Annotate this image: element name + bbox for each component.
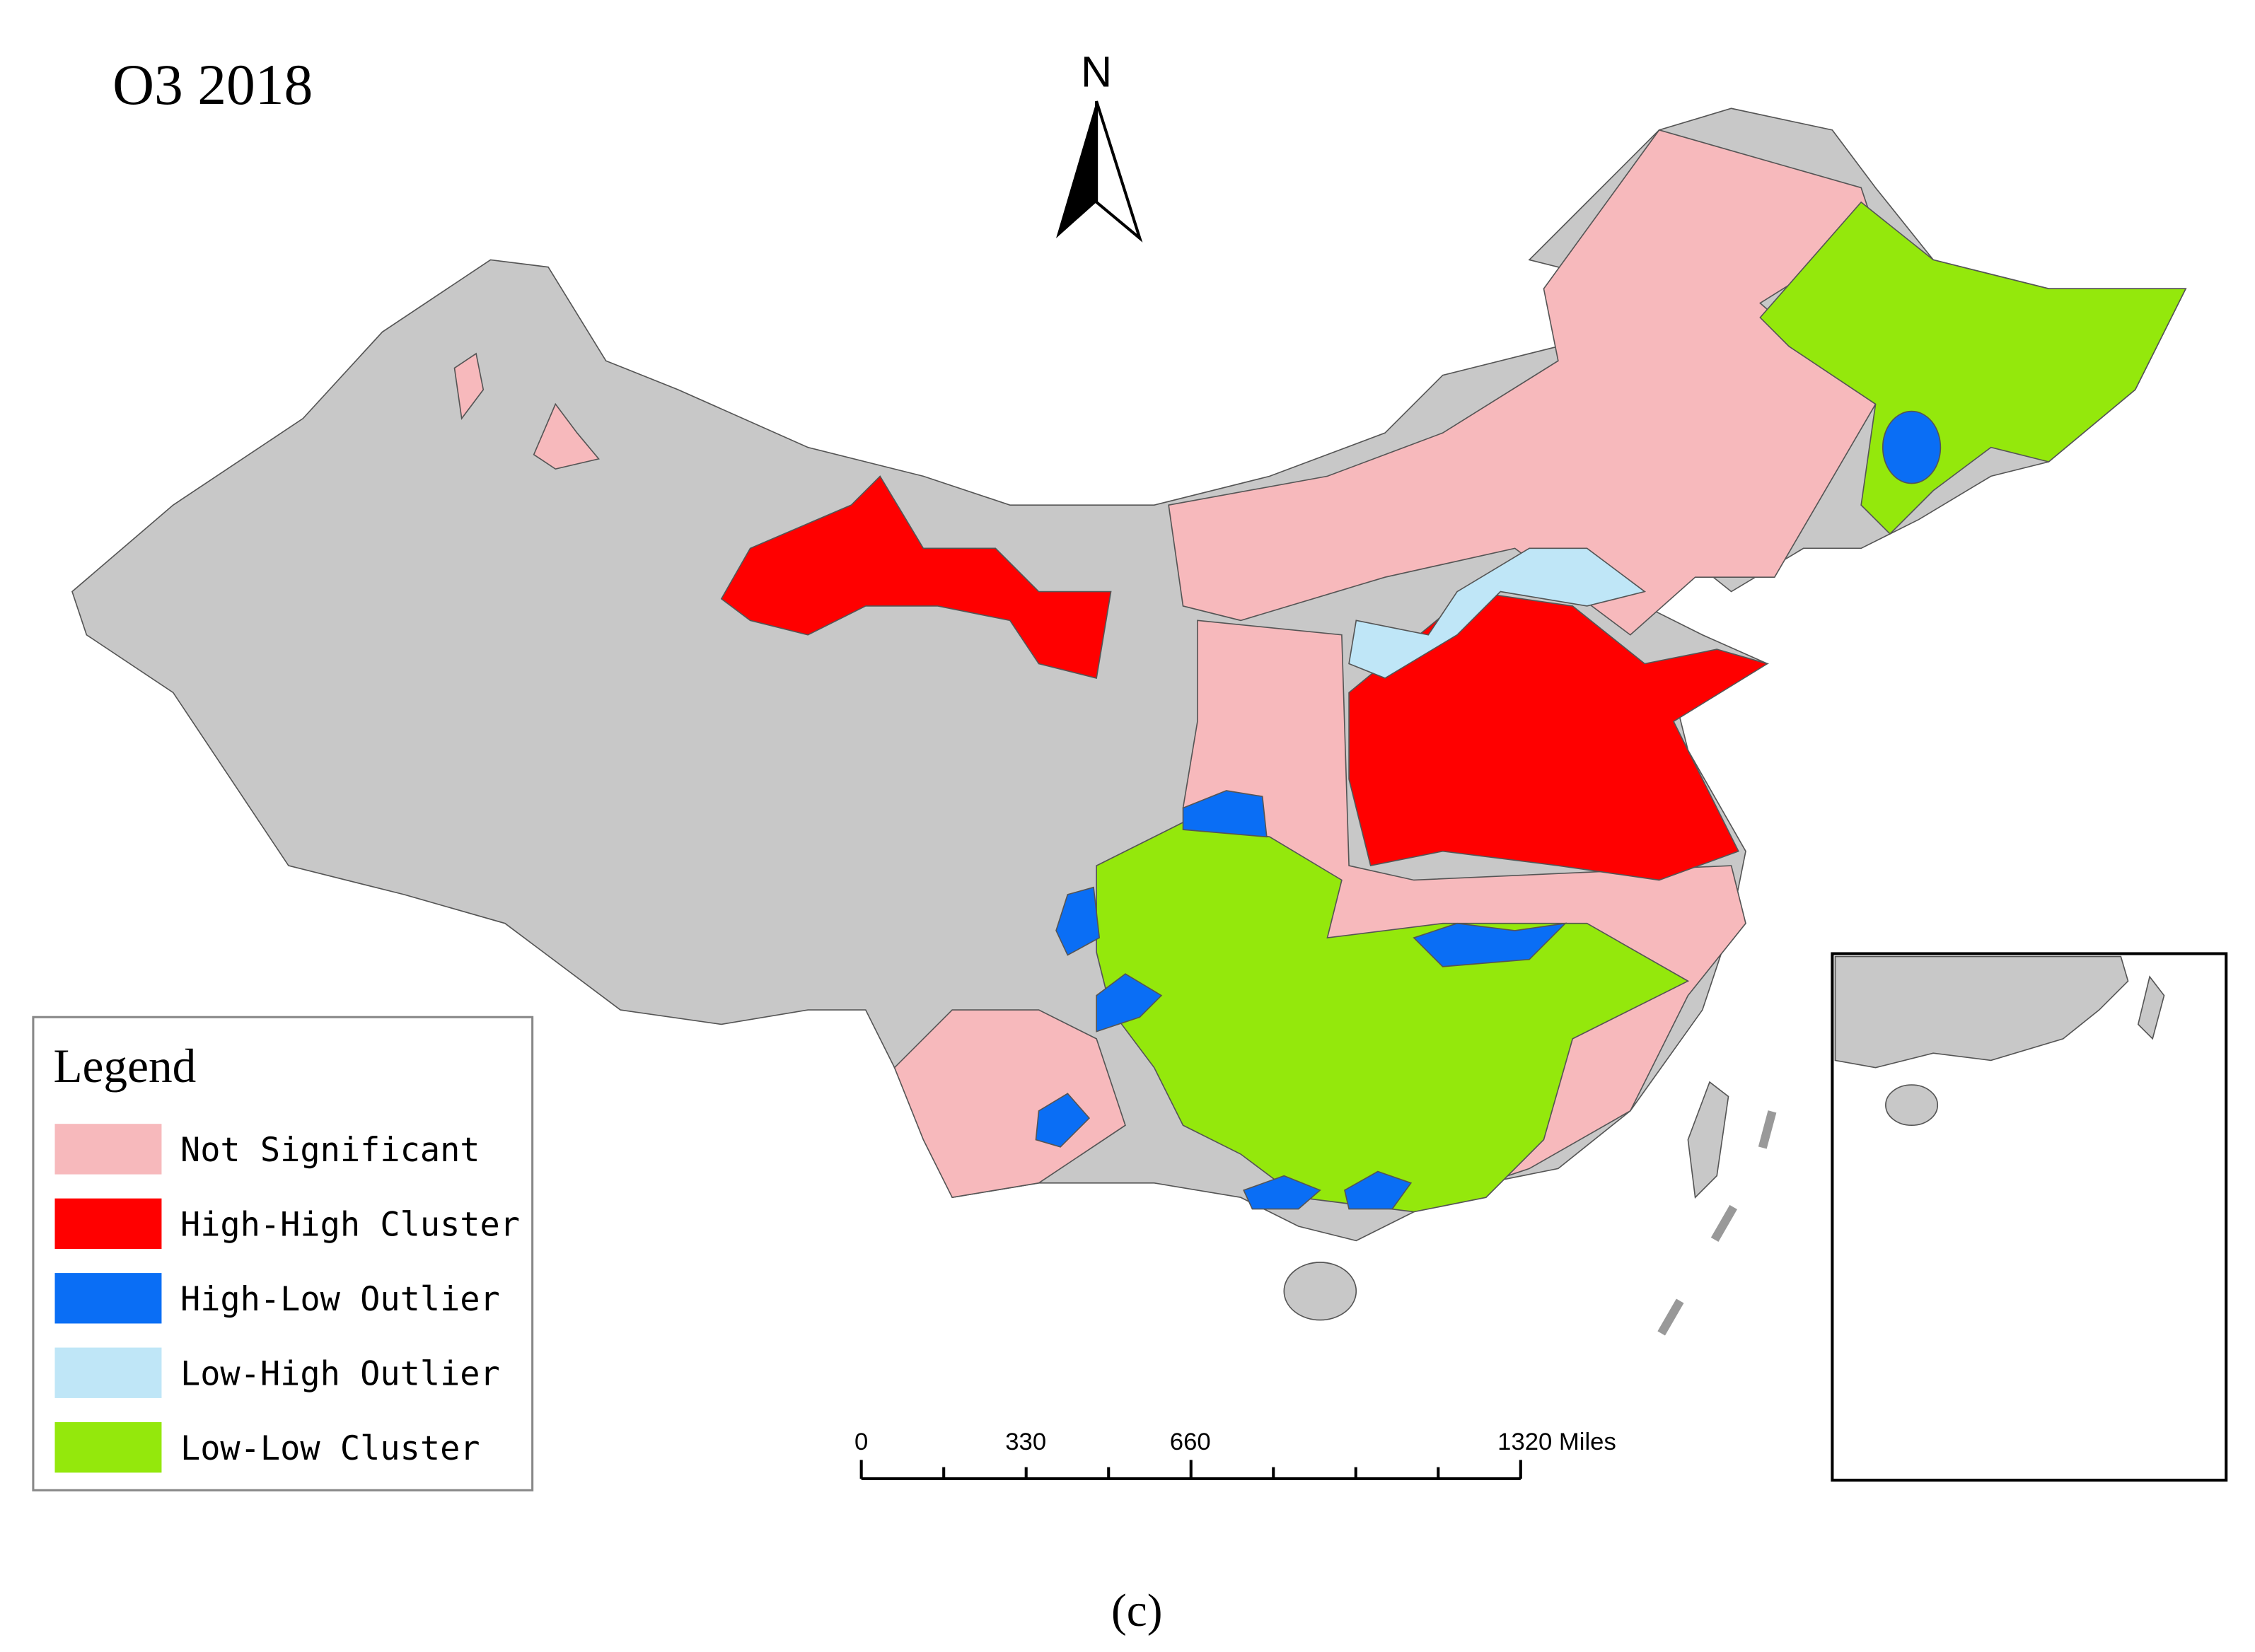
scale-bar: 0 330 660 1320 Miles [854, 1429, 1616, 1480]
legend-label: High-Low Outlier [180, 1280, 500, 1319]
map-title: O3 2018 [112, 52, 313, 117]
china-map [71, 107, 2187, 1336]
inset-taiwan [2137, 975, 2165, 1040]
legend-swatch [54, 1421, 162, 1473]
legend: Legend Not Significant High-High Cluster H… [32, 1016, 534, 1491]
region-high-low [1096, 973, 1163, 1032]
north-arrow-right [1095, 100, 1143, 243]
region-not-significant [453, 352, 485, 420]
inset-map [1831, 952, 2228, 1482]
legend-swatch [54, 1124, 162, 1175]
region-high-high [720, 475, 1112, 679]
legend-label: Not Significant [180, 1131, 480, 1170]
region-high-low [1182, 790, 1268, 838]
taiwan-island [1687, 1081, 1729, 1199]
region-high-low [1413, 922, 1567, 967]
boundary-dash [1657, 1298, 1684, 1336]
boundary-dashes [1657, 1110, 1777, 1336]
region-high-low [1882, 410, 1942, 484]
legend-label: Low-High Outlier [180, 1355, 500, 1394]
legend-label: Low-Low Cluster [180, 1429, 480, 1468]
region-not-significant [893, 1009, 1126, 1199]
legend-swatch [54, 1273, 162, 1324]
legend-label: High-High Cluster [180, 1206, 520, 1245]
region-low-low [1759, 201, 2187, 535]
north-label: N [1081, 48, 1112, 96]
region-high-low [1243, 1175, 1321, 1210]
scale-label: 0 [854, 1429, 868, 1455]
hainan-island [1283, 1262, 1357, 1321]
region-high-high [1348, 591, 1769, 881]
region-high-low [1055, 886, 1101, 956]
boundary-dash [1758, 1110, 1777, 1149]
region-not-significant [533, 402, 600, 470]
region-high-low [1035, 1093, 1091, 1148]
region-low-low [1096, 822, 1690, 1213]
scale-label: 1320 Miles [1497, 1429, 1616, 1455]
scale-label: 660 [1170, 1429, 1211, 1455]
inset-mainland [1834, 955, 2129, 1069]
legend-title: Legend [53, 1040, 196, 1093]
caption: (c) [1111, 1586, 1162, 1636]
scale-label: 330 [1005, 1429, 1046, 1455]
boundary-dash [1710, 1204, 1737, 1242]
region-low-high [1348, 547, 1647, 679]
inset-hainan [1885, 1084, 1939, 1127]
legend-swatch [54, 1347, 162, 1398]
legend-swatch [54, 1198, 162, 1250]
region-high-low [1344, 1170, 1413, 1210]
legend-frame [32, 1016, 534, 1491]
